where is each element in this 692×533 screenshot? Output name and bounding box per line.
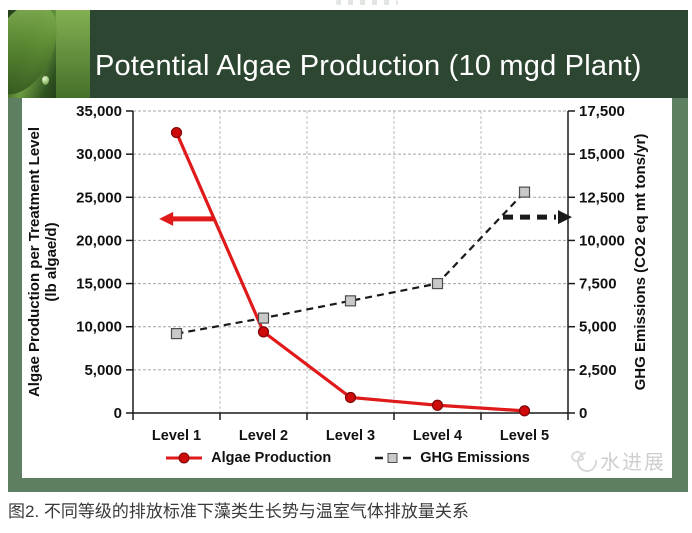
chart-legend: Algae Production GHG Emissions [22,450,672,466]
data-point-square [518,186,531,198]
slide-title: Potential Algae Production (10 mgd Plant… [95,50,642,82]
left-tick-label: 20,000 [76,232,122,249]
right-tick-label: 5,000 [579,319,617,336]
right-tick-label: 17,500 [579,103,625,120]
series-line-square [176,191,526,335]
data-point-square [431,277,444,290]
leaf-photo [8,10,90,98]
watermark-text: 水进展 [600,452,666,474]
data-point-square [344,295,357,307]
right-arrow-head [558,210,572,225]
legend-label-ghg-emissions: GHG Emissions [420,450,530,466]
legend-label-algae-production: Algae Production [211,450,332,466]
right-tick-label: 12,500 [579,189,625,206]
left-axis-title-line2: (lb algae/d) [43,222,60,302]
left-arrow-head [159,211,174,226]
right-tick-label: 10,000 [579,232,625,249]
data-point-square [257,312,270,324]
data-point-circle [257,326,270,338]
data-point-circle [344,391,357,404]
slide: Potential Algae Production (10 mgd Plant… [8,10,688,492]
left-tick-label: 15,000 [76,276,122,293]
ghg-line-swatch [375,453,412,463]
watermark: 水进展 [569,446,666,476]
dual-axis-line-chart: 0 5,000 10,000 15,000 20,000 25,000 30,000 35,0… [76,103,625,444]
watermark-logo-icon [569,447,601,476]
left-tick-label: 10,000 [76,319,122,336]
right-axis-title: GHG Emissions (CO2 eq mt tons/yr) [632,133,649,391]
legend-item-algae-production: Algae Production [164,450,331,466]
right-tick-label: 2,500 [579,362,617,379]
left-tick-label: 25,000 [76,189,122,206]
right-tick-label: 15,000 [579,146,625,163]
left-axis-title-line1: Algae Production per Treatment Level [26,126,43,398]
left-axis-title: Algae Production per Treatment Level (lb… [26,102,62,422]
left-tick-label: 0 [114,405,122,422]
figure-caption: 图2. 不同等级的排放标准下藻类生长势与温室气体排放量关系 [8,502,469,521]
legend-item-ghg-emissions: GHG Emissions [373,450,530,466]
right-tick-label: 0 [579,405,587,422]
data-point-circle [431,399,444,411]
left-tick-label: 35,000 [76,103,122,120]
data-point-circle [518,405,531,417]
slide-title-banner: Potential Algae Production (10 mgd Plant… [8,10,688,98]
x-category-label: Level 3 [326,428,375,444]
data-point-square [170,328,183,340]
algae-line-swatch [166,452,203,464]
cropped-text-artifact [336,0,398,5]
series-line-circle [175,131,525,413]
x-category-label: Level 5 [500,428,549,444]
x-category-label: Level 1 [152,428,201,444]
x-category-label: Level 2 [239,428,288,444]
chart-panel: 0 5,000 10,000 15,000 20,000 25,000 30,000 35,0… [22,98,672,478]
x-category-label: Level 4 [413,428,462,444]
left-tick-label: 30,000 [76,146,122,163]
data-point-circle [170,126,183,139]
left-tick-label: 5,000 [84,362,122,379]
right-tick-label: 7,500 [579,276,617,293]
